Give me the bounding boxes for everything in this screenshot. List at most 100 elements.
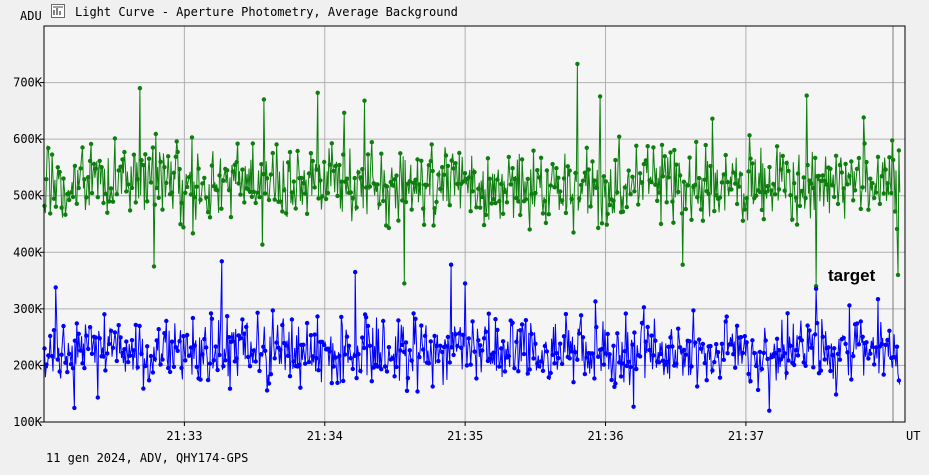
blue-data-point xyxy=(249,352,255,357)
green-data-point xyxy=(664,200,669,205)
blue-data-point xyxy=(540,368,546,373)
green-data-point xyxy=(266,197,272,203)
blue-data-point xyxy=(813,286,819,291)
blue-data-point xyxy=(849,377,854,382)
chart-window-icon xyxy=(51,4,65,18)
green-data-point xyxy=(580,178,586,183)
green-data-point xyxy=(89,190,95,196)
green-data-point xyxy=(178,222,183,227)
green-data-point xyxy=(164,180,169,186)
green-data-point xyxy=(82,177,87,182)
blue-data-point xyxy=(102,312,107,317)
blue-data-point xyxy=(519,322,525,327)
green-data-point xyxy=(198,197,203,202)
blue-data-point xyxy=(188,345,194,350)
blue-data-point xyxy=(352,353,357,358)
blue-data-point xyxy=(609,377,614,383)
green-data-point xyxy=(257,194,262,200)
green-data-point xyxy=(685,183,690,188)
blue-data-point xyxy=(160,357,165,362)
green-data-point xyxy=(445,163,451,169)
blue-data-point xyxy=(771,354,776,359)
green-data-point xyxy=(209,163,215,168)
blue-data-point xyxy=(362,345,367,351)
green-data-point xyxy=(333,163,338,169)
green-data-point xyxy=(329,141,334,146)
green-data-point xyxy=(703,142,708,148)
green-data-point xyxy=(105,210,110,215)
green-data-point xyxy=(639,180,645,185)
green-data-point xyxy=(565,164,570,169)
green-data-point xyxy=(641,161,647,167)
blue-data-point xyxy=(304,320,310,326)
green-data-point xyxy=(852,188,858,193)
blue-data-point xyxy=(154,338,159,343)
green-data-point xyxy=(436,172,441,177)
blue-data-point xyxy=(864,340,869,345)
green-data-point xyxy=(514,195,519,201)
green-data-point xyxy=(255,190,260,195)
green-data-point xyxy=(402,281,407,286)
green-data-point xyxy=(181,225,186,230)
blue-data-point xyxy=(70,366,76,371)
blue-data-point xyxy=(612,384,617,389)
x-tick-label: 21:34 xyxy=(307,429,343,443)
green-data-point xyxy=(97,158,102,164)
green-data-point xyxy=(731,170,736,175)
green-data-point xyxy=(561,176,567,181)
blue-data-point xyxy=(700,341,706,347)
blue-data-point xyxy=(497,364,502,369)
green-data-point xyxy=(681,179,687,184)
green-data-point xyxy=(303,191,308,196)
blue-data-point xyxy=(356,352,361,357)
blue-data-point xyxy=(594,324,599,330)
green-data-point xyxy=(856,155,862,161)
blue-data-point xyxy=(712,359,717,365)
green-data-point xyxy=(630,174,635,179)
blue-data-point xyxy=(826,345,831,350)
green-data-point xyxy=(870,180,875,186)
blue-data-point xyxy=(559,361,565,367)
green-data-point xyxy=(742,207,747,212)
green-data-point xyxy=(537,175,542,180)
blue-data-point xyxy=(107,341,112,347)
green-data-point xyxy=(331,168,336,174)
blue-data-point xyxy=(350,366,355,372)
green-data-point xyxy=(299,175,304,181)
blue-data-point xyxy=(409,358,414,363)
green-data-point xyxy=(666,175,671,180)
blue-data-point xyxy=(449,345,454,350)
blue-data-point xyxy=(103,368,108,373)
blue-data-point xyxy=(303,361,308,366)
green-data-point xyxy=(809,181,814,186)
green-data-point xyxy=(341,152,346,157)
green-data-point xyxy=(750,161,755,166)
blue-data-point xyxy=(601,362,607,367)
blue-data-point xyxy=(118,335,123,340)
y-tick-label: 200K xyxy=(13,358,43,372)
blue-data-point xyxy=(708,343,713,349)
green-data-point xyxy=(634,143,639,148)
green-data-point xyxy=(137,86,143,91)
blue-data-point xyxy=(55,357,60,362)
blue-data-point xyxy=(460,332,466,338)
blue-data-point xyxy=(550,352,555,357)
blue-data-point xyxy=(440,349,445,355)
green-data-point xyxy=(590,159,595,164)
green-data-point xyxy=(518,212,523,218)
green-data-point xyxy=(384,184,390,189)
green-data-point xyxy=(771,181,776,187)
blue-data-point xyxy=(765,356,770,362)
green-data-point xyxy=(485,156,491,161)
green-data-point xyxy=(362,98,367,103)
green-data-point xyxy=(601,174,607,179)
blue-data-point xyxy=(466,336,471,341)
blue-data-point xyxy=(177,339,182,344)
green-data-point xyxy=(154,185,159,191)
green-data-point xyxy=(632,189,637,194)
green-data-point xyxy=(215,188,220,193)
blue-data-point xyxy=(316,368,321,373)
blue-data-point xyxy=(704,378,709,383)
green-data-point xyxy=(567,168,572,173)
blue-data-point xyxy=(89,351,95,356)
